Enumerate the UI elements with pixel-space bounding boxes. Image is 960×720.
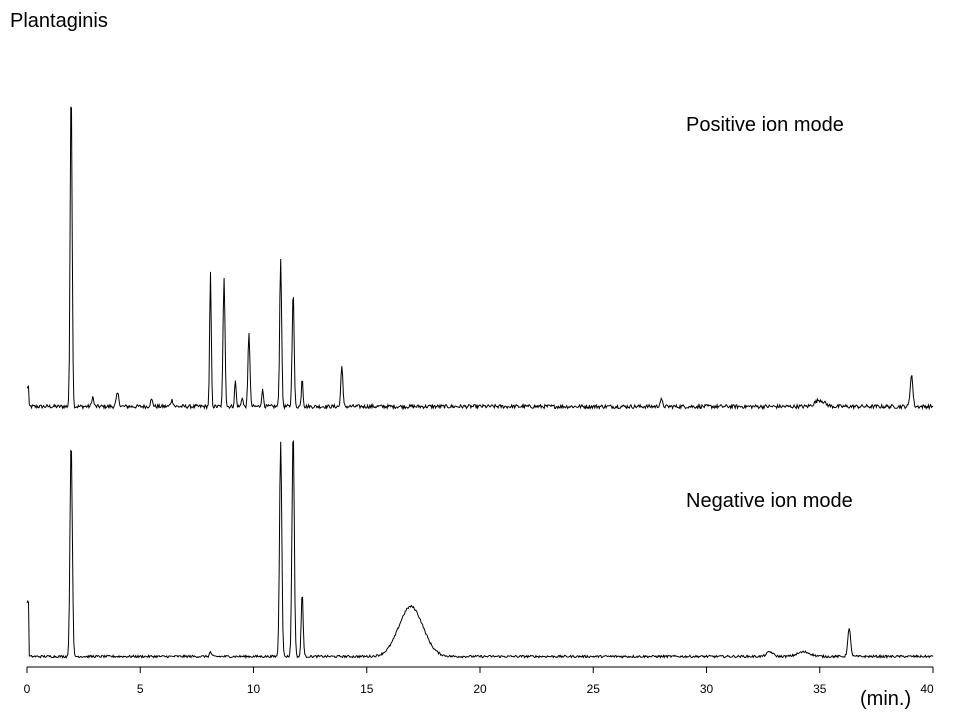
series-label-negative: Negative ion mode [686, 490, 853, 512]
x-tick-label: 35 [813, 682, 827, 696]
series-trace-positive [26, 106, 934, 411]
x-tick-label: 40 [920, 682, 934, 696]
chart-title: Plantaginis [10, 10, 108, 32]
x-tick-label: 15 [360, 682, 374, 696]
series-label-positive: Positive ion mode [686, 114, 844, 136]
x-tick-label: 20 [473, 682, 487, 696]
x-tick-label: 0 [24, 682, 31, 696]
x-tick-label: 30 [700, 682, 714, 696]
x-axis-unit-label: (min.) [860, 688, 911, 710]
x-tick-label: 5 [137, 682, 144, 696]
x-tick-label: 25 [587, 682, 601, 696]
x-axis-ticks: 0 5 10 15 20 25 30 35 40 [24, 667, 934, 696]
chromatogram-traces [26, 106, 934, 659]
x-tick-label: 10 [247, 682, 261, 696]
series-trace-negative [26, 439, 934, 659]
